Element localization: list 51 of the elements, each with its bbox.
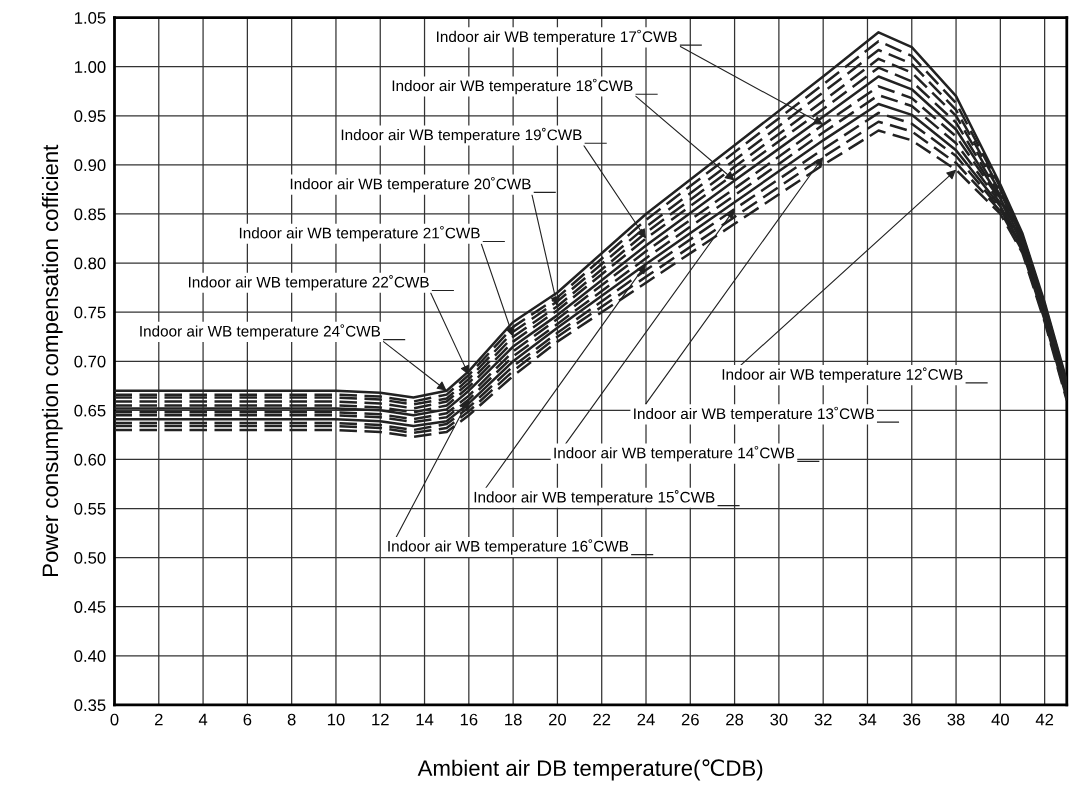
y-tick-label: 0.55 bbox=[74, 502, 106, 515]
x-tick-label: 24 bbox=[637, 713, 655, 726]
annotation: Indoor air WB temperature 18˚CWB bbox=[392, 78, 633, 95]
annotation: Indoor air WB temperature 15˚CWB bbox=[474, 490, 715, 506]
x-tick-label: 38 bbox=[947, 713, 965, 726]
x-tick-label: 30 bbox=[770, 713, 788, 726]
y-tick-label: 1.00 bbox=[74, 61, 106, 73]
x-tick-label: 6 bbox=[243, 713, 252, 726]
y-tick-label: 0.35 bbox=[74, 699, 106, 712]
x-tick-label: 10 bbox=[327, 713, 345, 726]
x-tick-label: 20 bbox=[548, 713, 567, 726]
y-tick-label: 0.40 bbox=[74, 650, 106, 662]
x-tick-label: 12 bbox=[372, 713, 389, 726]
annotation: Indoor air WB temperature 19˚CWB bbox=[341, 127, 582, 144]
x-tick-label: 8 bbox=[287, 713, 296, 726]
y-tick-label: 0.50 bbox=[74, 552, 106, 564]
y-tick-label: 0.60 bbox=[74, 453, 106, 466]
y-axis-title: Power consumption compensation cofficient bbox=[41, 144, 63, 576]
x-tick-label: 2 bbox=[154, 713, 163, 726]
y-tick-label: 1.05 bbox=[74, 12, 106, 24]
x-tick-label: 42 bbox=[1035, 713, 1054, 726]
x-tick-label: 28 bbox=[726, 713, 744, 726]
annotation: Indoor air WB temperature 20˚CWB bbox=[290, 176, 531, 193]
annotation: Indoor air WB temperature 21˚CWB bbox=[239, 225, 480, 242]
y-tick-label: 0.85 bbox=[74, 208, 106, 221]
annotation: Indoor air WB temperature 22˚CWB bbox=[188, 275, 429, 291]
y-tick-label: 0.70 bbox=[74, 355, 106, 368]
annotation: Indoor air WB temperature 14˚CWB bbox=[554, 445, 795, 462]
y-tick-label: 0.90 bbox=[74, 159, 106, 172]
annotation: Indoor air WB temperature 24˚CWB bbox=[140, 324, 381, 340]
x-tick-label: 34 bbox=[858, 713, 877, 726]
annotation: Indoor air WB temperature 17˚CWB bbox=[437, 29, 677, 46]
annotation: Indoor air WB temperature 12˚CWB bbox=[722, 367, 963, 383]
annotation: Indoor air WB temperature 13˚CWB bbox=[634, 406, 874, 423]
y-tick-label: 0.65 bbox=[74, 404, 106, 417]
y-tick-label: 0.75 bbox=[74, 306, 106, 319]
x-tick-label: 16 bbox=[460, 713, 478, 726]
y-tick-label: 0.45 bbox=[74, 601, 106, 613]
x-tick-label: 4 bbox=[198, 713, 208, 726]
y-tick-label: 0.80 bbox=[74, 257, 106, 270]
x-axis-title: Ambient air DB temperature(℃DB) bbox=[417, 759, 763, 781]
x-tick-label: 18 bbox=[505, 713, 522, 726]
x-tick-label: 0 bbox=[110, 713, 119, 726]
y-tick-label: 0.95 bbox=[74, 110, 106, 122]
annotation: Indoor air WB temperature 16˚CWB bbox=[388, 539, 629, 555]
x-tick-label: 32 bbox=[814, 713, 832, 726]
x-tick-label: 40 bbox=[991, 713, 1009, 726]
x-tick-label: 22 bbox=[593, 713, 611, 726]
x-tick-label: 14 bbox=[416, 713, 434, 726]
x-tick-label: 26 bbox=[681, 713, 699, 726]
x-tick-label: 36 bbox=[903, 713, 921, 726]
